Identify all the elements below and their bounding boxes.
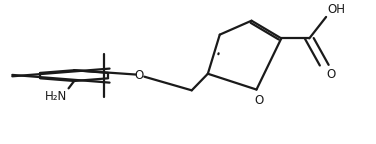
Text: OH: OH — [327, 3, 345, 16]
Text: H₂N: H₂N — [44, 90, 67, 103]
Text: O: O — [135, 69, 144, 82]
Text: O: O — [326, 68, 335, 81]
Text: O: O — [255, 94, 264, 107]
